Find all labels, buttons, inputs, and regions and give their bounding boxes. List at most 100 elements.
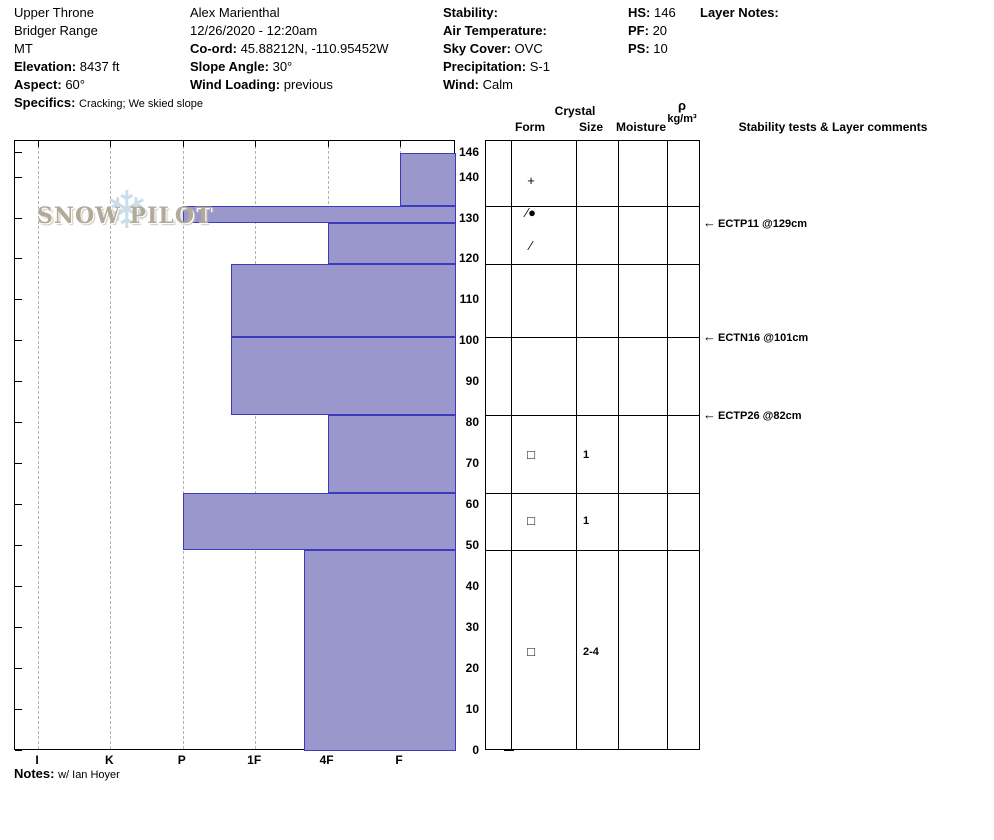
depth-tick [15,709,22,711]
aspect-line: Aspect: 60° [14,77,85,92]
depth-tick [15,340,22,342]
hardness-tick [182,141,184,147]
slope-angle-value: 30° [272,59,293,74]
ps-value: 10 [653,41,668,56]
slope-angle-line: Slope Angle: 30° [190,59,292,74]
hardness-tick [110,141,112,147]
elevation-label: Elevation: [14,59,77,74]
site-name: Upper Throne [14,5,94,20]
hardness-gridline [38,141,39,749]
layer-bar [231,337,456,416]
ps-line: PS: 10 [628,41,668,56]
hardness-gridline [182,141,184,749]
stability-label: Stability: [443,5,498,20]
hardness-label: 4F [319,753,334,767]
layer-boundary-line [486,492,699,494]
depth-tick [15,750,22,751]
layer-boundary-line [486,206,699,208]
aspect-value: 60° [65,77,85,92]
specifics-label: Specifics: [14,95,76,110]
grain-size: 1 [583,514,590,527]
crystal-header: Crystal [554,104,596,118]
layer-bar [182,492,456,551]
depth-label: 120 [458,251,479,266]
snowflake-icon: ❄ [105,182,149,240]
moisture-header: Moisture [615,120,667,134]
density-header: ρ [677,98,687,113]
grain-size: 1 [583,449,590,462]
layer-boundary-line [486,415,699,417]
layer-bar [400,152,456,207]
slope-angle-label: Slope Angle: [190,59,269,74]
layer-bar [303,550,456,751]
observer-name: Alex Marienthal [190,5,280,20]
hardness-label: K [105,753,114,767]
ps-label: PS: [628,41,650,56]
elevation-line: Elevation: 8437 ft [14,59,120,74]
depth-label: 40 [465,579,479,594]
depth-tick [15,627,22,629]
air-temp-label: Air Temperature: [443,23,547,38]
depth-label: 30 [465,620,479,635]
test-annotation: ← ECTN16 @101cm [703,328,808,346]
notes-value: w/ Ian Hoyer [58,769,120,781]
depth-tick [15,176,22,178]
grain-form-symbol: ⁄ [529,238,533,254]
depth-label: 50 [465,538,479,553]
hardness-label: I [35,753,39,767]
site-range: Bridger Range [14,23,98,38]
grain-form-symbol: + [527,172,535,188]
depth-tick [15,504,22,506]
density-column-divider [667,141,668,749]
layer-bar [231,263,456,338]
wind-loading-line: Wind Loading: previous [190,77,333,92]
hardness-gridline [255,141,257,749]
coord-label: Co-ord: [190,41,237,56]
air-temp-line: Air Temperature: [443,23,547,38]
depth-label: 100 [458,333,479,348]
test-label: ECTP11 @129cm [718,217,807,230]
coord-value: 45.88212N, -110.95452W [240,41,389,56]
depth-label: 0 [472,743,479,757]
density-unit-header: kg/m³ [667,113,697,125]
observation-datetime: 12/26/2020 - 12:20am [190,23,318,38]
site-state: MT [14,41,33,56]
layer-bar [182,206,456,223]
test-label: ECTP26 @82cm [718,410,802,423]
pf-label: PF: [628,23,649,38]
sky-cover-value: OVC [514,41,543,56]
sky-cover-line: Sky Cover: OVC [443,41,543,56]
notes-label: Notes: [14,766,55,781]
pf-value: 20 [652,23,668,38]
depth-tick [15,545,22,547]
wind-value: Calm [482,77,513,92]
precipitation-line: Precipitation: S-1 [443,59,550,74]
hardness-label: 1F [247,753,262,767]
size-header: Size [578,120,604,134]
depth-label: 90 [465,374,479,389]
stability-line: Stability: [443,5,498,20]
depth-tick [15,586,22,588]
wind-loading-label: Wind Loading: [190,77,281,92]
depth-tick [15,381,22,383]
form-column-divider [511,141,512,749]
form-header: Form [515,120,545,134]
left-arrow-icon: ← [703,329,716,345]
layer-bar [327,222,456,264]
size-column-divider [576,141,577,749]
wind-line: Wind: Calm [443,77,513,92]
left-arrow-icon: ← [703,407,716,423]
depth-label: 70 [465,456,479,471]
layer-boundary-line [486,550,699,552]
depth-tick [15,151,22,153]
depth-label: 60 [465,497,479,512]
layer-boundary-line [486,337,699,339]
grain-form-symbol: ⁄● [525,205,537,221]
elevation-value: 8437 ft [79,59,120,74]
depth-tick [15,463,22,465]
layer-boundary-line [486,263,699,265]
layer-data-panel: + ⁄● ⁄ □ 1 □ 1 □ 2-4 [485,140,700,750]
depth-tick [15,258,22,260]
grain-form-symbol: □ [527,643,535,659]
